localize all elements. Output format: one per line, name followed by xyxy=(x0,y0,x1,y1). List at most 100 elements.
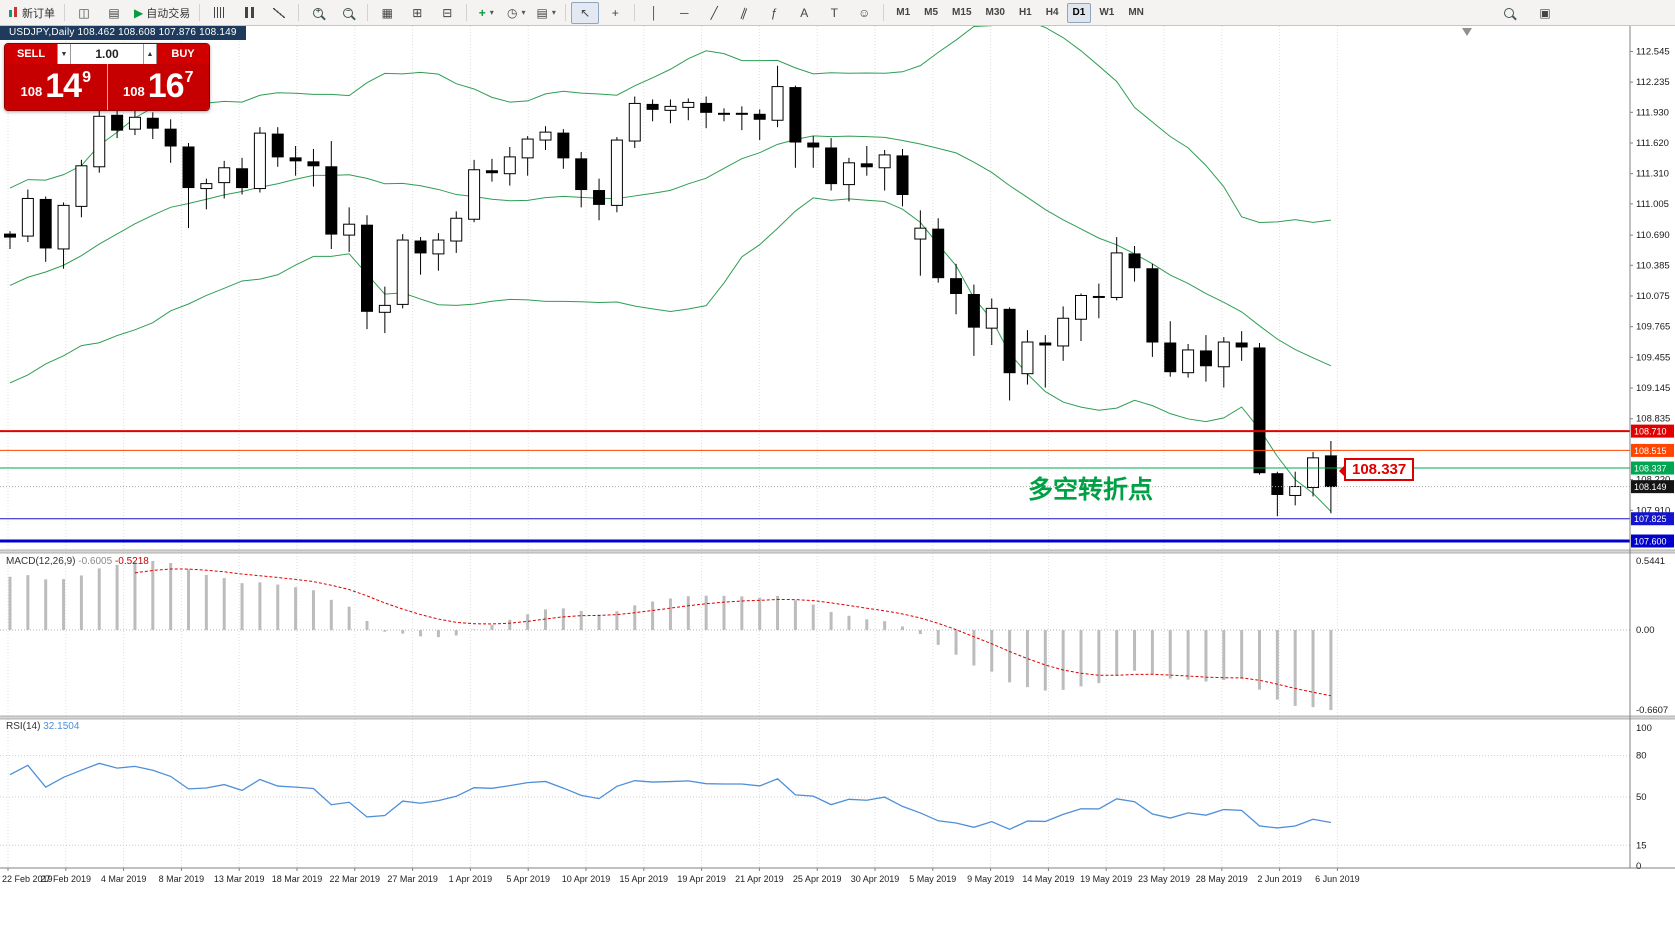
periods-button[interactable]: ◷ ▾ xyxy=(502,2,530,24)
timeframe-m30-button[interactable]: M30 xyxy=(985,6,1005,18)
fibonacci-tool-button[interactable]: ƒ xyxy=(760,2,788,24)
timeframe-w1-button[interactable]: W1 xyxy=(1099,6,1115,18)
timeframe-h4-button[interactable]: H4 xyxy=(1045,6,1059,18)
profiles-button[interactable]: ▤ xyxy=(100,2,128,24)
horizontal-lines[interactable] xyxy=(0,430,1630,543)
pane-separators[interactable] xyxy=(0,26,1675,869)
horizontal-line-tool-button[interactable]: ─ xyxy=(670,2,698,24)
volume-increase-button[interactable]: ▲ xyxy=(143,44,157,64)
toolbar-separator xyxy=(565,4,567,21)
arrange-windows-button[interactable]: ⊟ xyxy=(433,2,461,24)
svg-text:8 Mar 2019: 8 Mar 2019 xyxy=(159,874,205,884)
timeframe-mn-button[interactable]: MN xyxy=(1128,6,1144,18)
svg-text:108.220: 108.220 xyxy=(1636,475,1670,486)
rsi-name: RSI(14) xyxy=(6,721,41,732)
svg-text:107.825: 107.825 xyxy=(1634,514,1667,524)
toolbar-separator xyxy=(367,4,369,21)
rsi-pane xyxy=(0,755,1630,846)
volume-input[interactable] xyxy=(71,44,143,64)
svg-text:110.385: 110.385 xyxy=(1636,260,1670,271)
svg-text:27 Mar 2019: 27 Mar 2019 xyxy=(387,874,438,884)
sell-price-big-figure: 108 xyxy=(20,84,43,99)
svg-text:111.005: 111.005 xyxy=(1636,199,1669,210)
toolbar-separator xyxy=(466,4,468,21)
tile-windows-button[interactable]: ▦ xyxy=(373,2,401,24)
toolbar-right-group: ▣ xyxy=(1495,2,1559,24)
line-chart-icon xyxy=(273,7,286,18)
fibonacci-icon: ƒ xyxy=(770,5,778,20)
chevron-down-icon: ▾ xyxy=(551,8,556,17)
timeframe-group: M1 M5 M15 M30 H1 H4 D1 W1 MN xyxy=(889,2,1151,23)
sell-price-pips: 14 xyxy=(45,67,82,105)
svg-text:28 May 2019: 28 May 2019 xyxy=(1196,874,1248,884)
svg-text:19 May 2019: 19 May 2019 xyxy=(1080,874,1132,884)
charts-window-button[interactable]: ◫ xyxy=(70,2,98,24)
svg-text:108.835: 108.835 xyxy=(1636,414,1670,425)
svg-text:0.5441: 0.5441 xyxy=(1636,556,1665,567)
autotrading-button[interactable]: ▶ 自动交易 xyxy=(130,2,194,24)
candlestick-chart-button[interactable] xyxy=(235,2,263,24)
sell-price[interactable]: 108 14 9 xyxy=(5,64,107,110)
timeframe-m15-button[interactable]: M15 xyxy=(952,6,972,18)
svg-text:-0.6607: -0.6607 xyxy=(1636,705,1668,716)
svg-text:15: 15 xyxy=(1636,840,1647,851)
zoom-in-button[interactable]: + xyxy=(304,2,332,24)
label-tool-button[interactable]: T xyxy=(820,2,848,24)
search-button[interactable] xyxy=(1495,2,1523,24)
new-order-button[interactable]: 新订单 xyxy=(4,2,59,24)
trendline-tool-button[interactable]: ╱ xyxy=(700,2,728,24)
price-callout-box: 108.337 xyxy=(1338,458,1415,481)
crosshair-icon: + xyxy=(611,5,619,20)
horizontal-line-icon: ─ xyxy=(679,5,689,20)
svg-text:109.145: 109.145 xyxy=(1636,383,1670,394)
chart-title-bar: USDJPY,Daily 108.462 108.608 107.876 108… xyxy=(0,26,246,40)
crosshair-tool-button[interactable]: + xyxy=(601,2,629,24)
buy-price[interactable]: 108 16 7 xyxy=(106,64,210,110)
price-axis[interactable]: 112.545 112.235 111.930 111.620 111.310 111.0… xyxy=(1630,46,1674,872)
indicators-button[interactable]: + ▾ xyxy=(472,2,500,24)
zoom-out-icon: − xyxy=(343,6,354,18)
cascade-windows-button[interactable]: ⊞ xyxy=(403,2,431,24)
autotrading-play-icon: ▶ xyxy=(134,5,144,20)
arrows-tool-button[interactable]: ☺ xyxy=(850,2,878,24)
buy-button[interactable]: BUY xyxy=(157,44,209,64)
channel-tool-button[interactable]: ∥ xyxy=(730,2,758,24)
timeframe-m5-button[interactable]: M5 xyxy=(924,6,939,18)
toolbar-separator xyxy=(199,4,201,21)
timeframe-h1-button[interactable]: H1 xyxy=(1018,6,1032,18)
text-tool-icon: A xyxy=(800,5,809,20)
svg-text:112.545: 112.545 xyxy=(1636,46,1670,57)
text-tool-button[interactable]: A xyxy=(790,2,818,24)
templates-button[interactable]: ▤ ▾ xyxy=(532,2,560,24)
zoom-out-button[interactable]: − xyxy=(334,2,362,24)
svg-text:108.710: 108.710 xyxy=(1634,427,1667,437)
bar-chart-button[interactable] xyxy=(205,2,233,24)
volume-decrease-button[interactable]: ▼ xyxy=(57,44,71,64)
chevron-down-icon: ▾ xyxy=(521,8,526,17)
line-chart-button[interactable] xyxy=(265,2,293,24)
svg-text:107.600: 107.600 xyxy=(1634,537,1667,547)
svg-text:5 May 2019: 5 May 2019 xyxy=(909,874,956,884)
sell-button[interactable]: SELL xyxy=(5,44,57,64)
turning-point-annotation: 多空转折点 xyxy=(1028,475,1154,504)
svg-text:50: 50 xyxy=(1636,792,1647,803)
toolbar-separator xyxy=(64,4,65,21)
vertical-line-tool-button[interactable]: │ xyxy=(640,2,668,24)
autotrading-label: 自动交易 xyxy=(146,7,191,20)
trendline-icon: ╱ xyxy=(710,5,718,20)
panels-button[interactable]: ▣ xyxy=(1531,2,1559,24)
timeframe-d1-button[interactable]: D1 xyxy=(1066,2,1092,23)
timeframe-m1-button[interactable]: M1 xyxy=(896,6,911,18)
buy-price-point: 7 xyxy=(184,69,194,86)
svg-text:109.765: 109.765 xyxy=(1636,322,1670,333)
macd-indicator-label: MACD(12,26,9) -0.6005 -0.5218 xyxy=(6,556,149,567)
zoom-in-icon: + xyxy=(313,6,324,18)
toolbar-separator xyxy=(883,4,885,21)
candles xyxy=(4,65,1337,517)
toolbar-separator xyxy=(298,4,300,21)
spin-down-icon: ▼ xyxy=(60,50,68,58)
cursor-tool-button[interactable]: ↖ xyxy=(571,1,600,24)
svg-text:4 Mar 2019: 4 Mar 2019 xyxy=(101,874,147,884)
